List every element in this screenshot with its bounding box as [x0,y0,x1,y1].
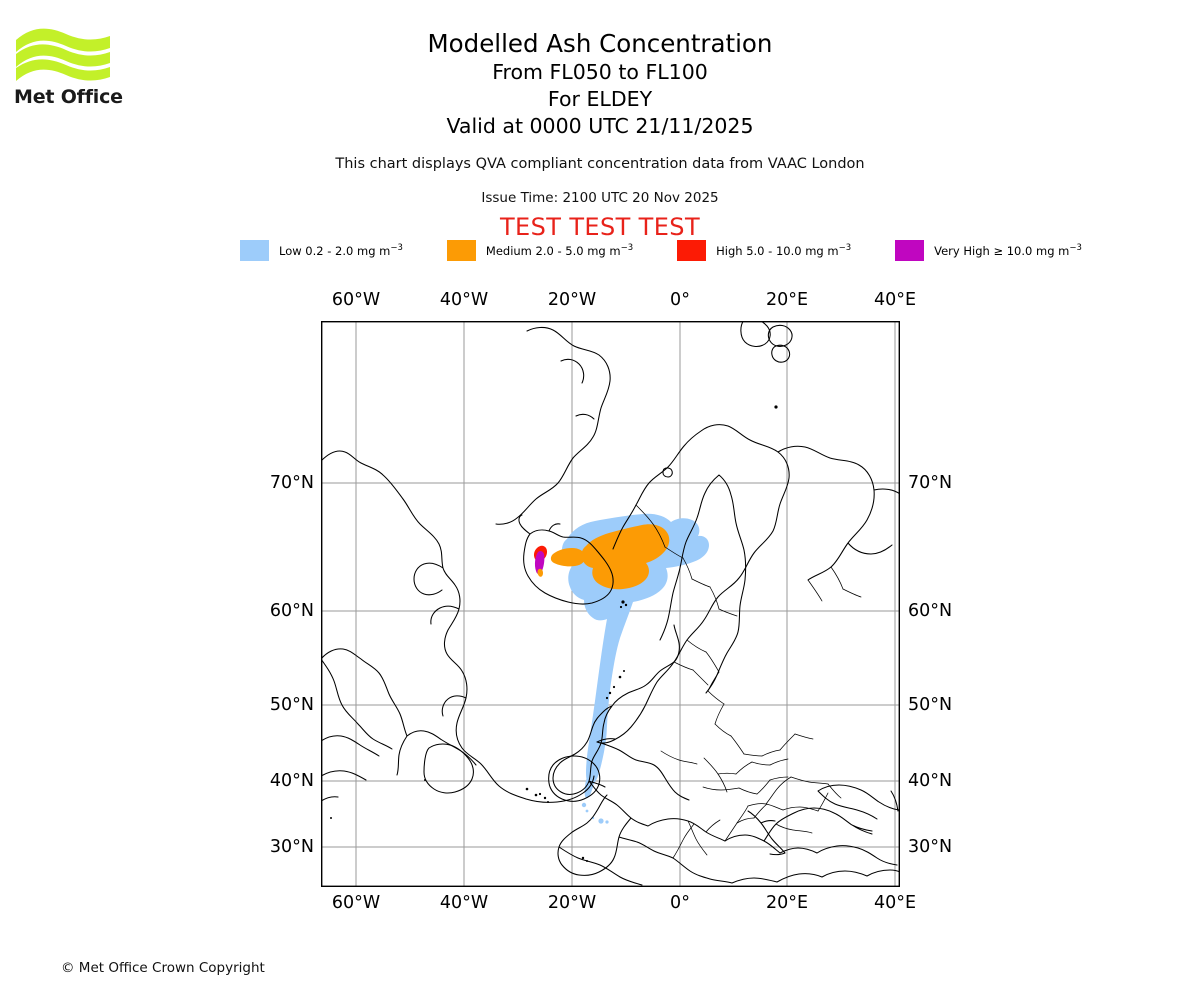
y-tick-left-40N: 40°N [269,771,314,791]
x-tick-bottom-40W: 40°W [439,893,489,913]
volcano-line: For ELDEY [547,87,653,111]
compliance-note: This chart displays QVA compliant concen… [335,156,865,172]
coastline-faroe-islands [619,600,628,609]
concentration-legend: Low 0.2 - 2.0 mg m−3 Medium 2.0 - 5.0 mg… [240,238,1082,262]
map-panel[interactable] [321,321,900,887]
test-banner: TEST TEST TEST [499,213,700,241]
legend-very-high-label: Very High ≥ 10.0 mg m−3 [934,242,1082,258]
coastline-newfoundland [423,743,474,794]
x-tick-top-60W: 60°W [331,290,381,310]
flight-level-line: From FL050 to FL100 [492,60,708,84]
legend-low-label: Low 0.2 - 2.0 mg m−3 [279,242,403,258]
legend-high-label: High 5.0 - 10.0 mg m−3 [716,242,852,258]
coastline-black-sea [817,784,900,820]
map-frame-border [321,321,900,887]
coastline-canada [321,648,477,802]
ash-area-low-specks [581,802,609,824]
ash-plume-layer [533,513,709,824]
valid-at-line: Valid at 0000 UTC 21/11/2025 [446,114,754,138]
ash-area-very-high [534,550,545,574]
x-tick-bottom-0: 0° [670,893,690,913]
coastline-western-europe [557,738,726,876]
island-bear [662,467,673,478]
x-tick-top-40E: 40°E [873,290,917,310]
coastline-greenland [321,450,595,803]
ash-area-low-tail [584,770,596,799]
met-office-logo: Met Office [14,24,124,114]
x-tick-bottom-20E: 20°E [765,893,809,913]
legend-medium[interactable]: Medium 2.0 - 5.0 mg m−3 [446,238,634,262]
y-tick-right-70N: 70°N [908,473,953,493]
coastline-baltic [659,474,747,694]
met-office-logo-text: Met Office [14,86,123,108]
coastline-misc-islands [330,779,588,862]
y-tick-right-60N: 60°N [908,601,953,621]
legend-very-high[interactable]: Very High ≥ 10.0 mg m−3 [895,238,1082,262]
x-tick-top-40W: 40°W [439,290,489,310]
legend-low-swatch [240,239,269,261]
coastlines-layer [321,321,900,886]
x-tick-top-20W: 20°W [547,290,597,310]
x-tick-top-0: 0° [670,290,690,310]
coastline-greenland-north [495,326,611,525]
x-tick-top-20E: 20°E [765,290,809,310]
legend-low[interactable]: Low 0.2 - 2.0 mg m−3 [240,238,403,262]
y-tick-right-30N: 30°N [908,837,953,857]
coastline-azores [525,787,549,803]
legend-medium-label: Medium 2.0 - 5.0 mg m−3 [485,242,634,258]
x-tick-bottom-60W: 60°W [331,893,381,913]
legend-high-swatch [677,239,707,261]
coastline-svalbard [740,321,793,363]
island-jan-mayen [774,405,778,409]
y-tick-right-50N: 50°N [908,695,953,715]
coastline-ireland [548,755,601,802]
issue-time: Issue Time: 2100 UTC 20 Nov 2025 [481,190,719,206]
chart-title-block: Modelled Ash Concentration From FL050 to… [0,28,1200,140]
y-tick-left-60N: 60°N [269,601,314,621]
map-canvas[interactable] [321,321,900,887]
x-tick-bottom-40E: 40°E [873,893,917,913]
coastline-italy [747,810,786,856]
y-tick-left-50N: 50°N [269,695,314,715]
coastline-mediterranean [724,807,898,866]
y-tick-left-30N: 30°N [269,837,314,857]
coastline-russia-north [777,445,900,581]
coastline-scandinavia [596,424,790,744]
ash-area-medium [581,524,670,590]
legend-medium-swatch [446,239,476,261]
coastline-iceland [518,514,614,605]
page-title: Modelled Ash Concentration [427,29,773,58]
y-tick-left-70N: 70°N [269,473,314,493]
country-borders [635,504,862,859]
x-tick-bottom-20W: 20°W [547,893,597,913]
legend-high[interactable]: High 5.0 - 10.0 mg m−3 [677,238,851,262]
map-gridlines [321,321,900,887]
coastline-scottish-isles [605,670,625,700]
copyright-notice: © Met Office Crown Copyright [61,960,265,976]
ash-source-marker [537,568,543,577]
coastline-caspian-sea [890,790,899,812]
ash-area-medium-arm [550,548,586,567]
coastline-great-britain [552,624,690,801]
coastline-north-africa [558,846,900,886]
legend-very-high-swatch [895,239,925,261]
y-tick-right-40N: 40°N [908,771,953,791]
met-office-wave-icon [16,28,110,81]
